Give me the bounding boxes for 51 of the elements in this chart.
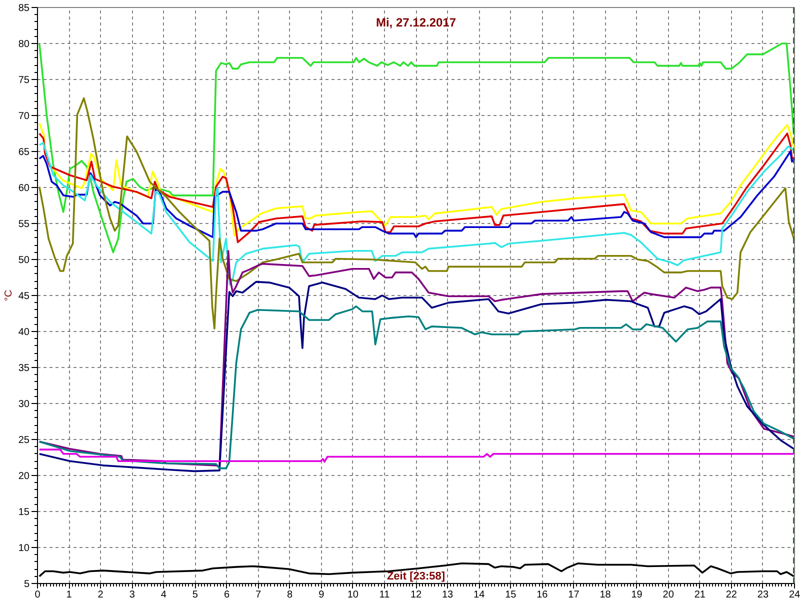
y-tick-label: 65 bbox=[18, 147, 30, 158]
y-tick-label: 85 bbox=[18, 3, 30, 14]
y-tick-label: 55 bbox=[18, 219, 30, 230]
text: Mi, 27.12.2017 bbox=[376, 16, 456, 30]
line-series bbox=[38, 42, 794, 254]
y-tick-label: 10 bbox=[18, 543, 30, 554]
y-axis-title: °C bbox=[3, 290, 14, 302]
y-tick-label: 70 bbox=[18, 111, 30, 122]
y-tick-label: 75 bbox=[18, 75, 30, 86]
line-series bbox=[38, 97, 794, 330]
x-tick-label: 15 bbox=[505, 590, 517, 600]
x-tick-label: 7 bbox=[256, 590, 262, 600]
line-series bbox=[38, 150, 794, 238]
y-tick-label: 40 bbox=[18, 327, 30, 338]
x-tick-label: 23 bbox=[757, 590, 769, 600]
x-tick-label: 19 bbox=[631, 590, 643, 600]
x-tick-label: 16 bbox=[536, 590, 548, 600]
x-tick-label: 18 bbox=[600, 590, 612, 600]
x-tick-label: 21 bbox=[694, 590, 706, 600]
x-tick-label: 4 bbox=[160, 590, 167, 600]
x-tick-label: 24 bbox=[788, 590, 800, 600]
x-axis-title: Zeit [23:58] bbox=[386, 570, 446, 582]
x-tick-label: 17 bbox=[568, 590, 580, 600]
y-tick-label: 60 bbox=[18, 183, 30, 194]
line-series bbox=[38, 142, 794, 286]
y-tick-label: 35 bbox=[18, 363, 30, 374]
y-tick-label: 5 bbox=[24, 579, 30, 590]
x-tick-label: 11 bbox=[379, 590, 390, 600]
x-tick-label: 10 bbox=[347, 590, 359, 600]
x-tick-label: 6 bbox=[224, 590, 230, 600]
y-tick-label: 20 bbox=[18, 471, 30, 482]
y-tick-label: 80 bbox=[18, 39, 30, 50]
x-tick-label: 3 bbox=[129, 590, 136, 600]
line-series bbox=[38, 250, 794, 468]
x-tick-label: 2 bbox=[98, 590, 104, 600]
x-tick-label: 5 bbox=[192, 590, 198, 600]
x-tick-label: 1 bbox=[66, 590, 72, 600]
x-tick-label: 0 bbox=[34, 590, 41, 600]
x-tick-label: 12 bbox=[410, 590, 422, 600]
y-tick-label: 25 bbox=[18, 435, 30, 446]
y-tick-label: 50 bbox=[18, 255, 30, 266]
y-tick-label: 15 bbox=[18, 507, 30, 518]
x-tick-label: 14 bbox=[474, 590, 486, 600]
x-tick-label: 13 bbox=[442, 590, 454, 600]
y-tick-label: 30 bbox=[18, 399, 30, 410]
x-tick-label: 20 bbox=[662, 590, 674, 600]
x-tick-label: 22 bbox=[726, 590, 738, 600]
y-tick-label: 45 bbox=[18, 291, 30, 302]
line-series bbox=[38, 448, 794, 463]
x-tick-label: 8 bbox=[287, 590, 294, 600]
x-tick-label: 9 bbox=[318, 590, 325, 600]
